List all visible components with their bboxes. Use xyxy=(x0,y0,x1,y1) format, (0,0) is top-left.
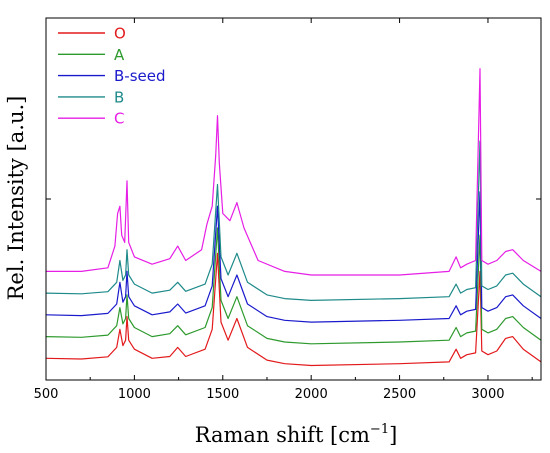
series-line-a xyxy=(45,227,542,345)
plot-area xyxy=(45,68,542,367)
x-tick-label: 1500 xyxy=(206,387,239,402)
axes: 500 1000 1500 2000 2500 3000 xyxy=(34,17,542,402)
x-axis-title-end: ] xyxy=(389,423,397,447)
series-line-c xyxy=(46,68,542,276)
x-axis-title-superscript: −1 xyxy=(370,422,389,437)
x-tick-label: 3000 xyxy=(471,387,504,402)
series-line-b xyxy=(45,140,542,301)
x-tick-label: 2500 xyxy=(383,387,416,402)
series-line-o xyxy=(45,252,542,367)
legend-label-b: B xyxy=(114,88,124,106)
x-axis-title-main: Raman shift [cm xyxy=(195,423,370,447)
legend-label-c: C xyxy=(114,110,124,128)
x-axis-title: Raman shift [cm−1] xyxy=(195,422,398,447)
series-line-b-seed xyxy=(45,191,542,323)
legend-label-o: O xyxy=(114,25,126,43)
x-tick-label: 500 xyxy=(34,387,59,402)
y-axis-title: Rel. Intensity [a.u.] xyxy=(4,96,28,301)
legend-label-b-seed: B-seed xyxy=(114,67,166,85)
x-tick-label: 1000 xyxy=(118,387,151,402)
x-tick-label: 2000 xyxy=(295,387,328,402)
legend: OA B-seed BC xyxy=(58,25,166,128)
legend-label-a: A xyxy=(114,46,125,64)
